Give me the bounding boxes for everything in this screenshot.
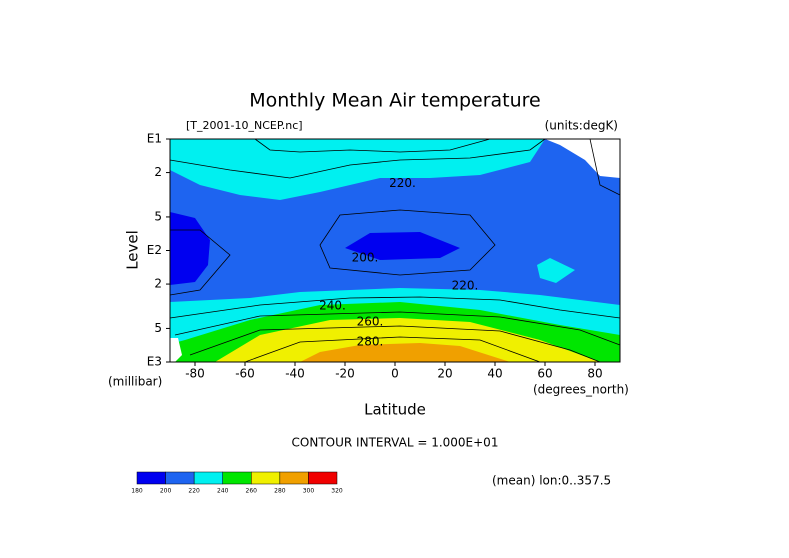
contour-fill [345,232,460,260]
contour-label: 280. [357,334,384,348]
colorbar-box [251,471,281,485]
y-tick-label: E1 [147,132,162,146]
contour-interval: CONTOUR INTERVAL = 1.000E+01 [292,436,499,450]
colorbar-box [222,471,252,485]
contour-fill [300,343,510,362]
chart-title: Monthly Mean Air temperature [249,90,540,112]
contour-line [169,138,546,179]
blank-region [170,338,182,362]
colorbar-label: 320 [331,488,343,495]
contour-line [169,229,231,296]
colorbar-label: 300 [303,488,315,495]
footer: (mean) lon:0..357.5 [492,474,611,488]
x-tick-label: 80 [587,367,602,381]
contour-label: 260. [357,314,384,328]
colorbar-box [136,471,166,485]
contour-label: 200. [352,251,379,265]
y-tick-label: E3 [147,355,162,369]
colorbar-label: 200 [160,488,172,495]
contour-fill [537,258,575,283]
units-label: (units:degK) [545,119,618,133]
contour-label: 240. [319,299,346,313]
contour-line [169,296,621,319]
contour-line [589,138,621,196]
contour-label: 220. [389,176,416,190]
contour-label: 220. [452,278,479,292]
contour-line [244,336,541,363]
x-unit: (degrees_north) [533,383,629,397]
contour-fills [169,138,621,363]
contour-line [254,138,491,153]
contour-line [174,311,621,346]
x-tick-label: -80 [185,367,205,381]
colorbar-label: 180 [131,488,143,495]
contour-line [189,325,601,363]
y-tick-label: 5 [154,209,162,223]
colorbar-label: 220 [188,488,200,495]
y-tick-label: 5 [154,321,162,335]
x-tick-label: -40 [285,367,305,381]
x-tick-label: 40 [487,367,502,381]
colorbar-label: 280 [274,488,286,495]
y-tick-label: 2 [154,277,162,291]
x-tick-label: -60 [235,367,255,381]
blank-region [545,139,620,178]
contour-line [319,209,496,276]
contour-fill [170,139,545,200]
colorbar-label: 260 [246,488,258,495]
contour-fill [215,318,600,362]
x-tick-label: 60 [537,367,552,381]
x-axis-label: Latitude [364,401,426,419]
x-tick-label: -20 [335,367,355,381]
x-tick-label: 20 [437,367,452,381]
colorbar-box [308,471,338,485]
colorbar-box [279,471,309,485]
colorbar-box [193,471,223,485]
y-tick-label: E2 [147,243,162,257]
y-unit: (millibar) [108,375,162,389]
file-label: [T_2001-10_NCEP.nc] [186,119,303,132]
x-tick-label: 0 [391,367,399,381]
colorbar-label: 240 [217,488,229,495]
y-axis-label: Level [124,230,142,270]
y-tick-label: 2 [154,165,162,179]
colorbar-box [165,471,195,485]
